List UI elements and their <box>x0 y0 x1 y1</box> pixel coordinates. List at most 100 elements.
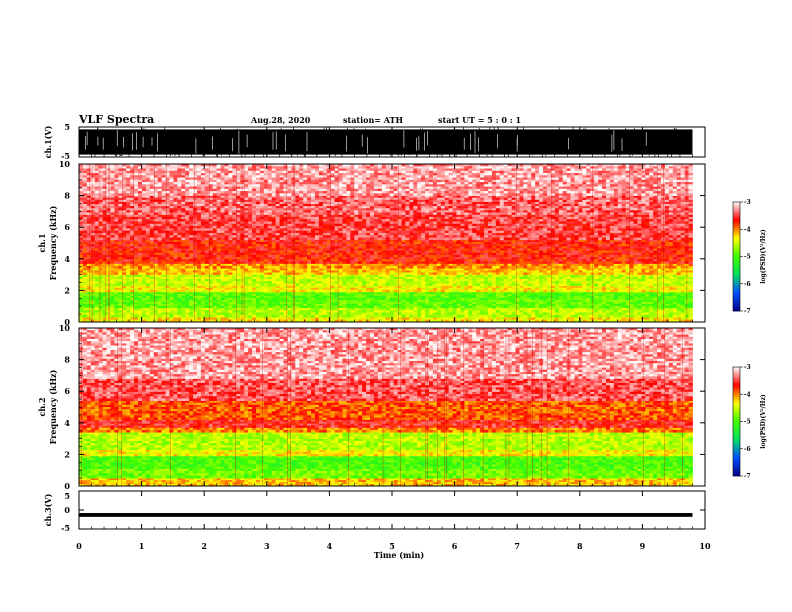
spectrogram-cell <box>413 244 417 246</box>
spectrogram-cell <box>480 242 484 244</box>
spectrogram-cell <box>602 290 606 292</box>
spectrogram-cell <box>673 294 677 296</box>
spectrogram-cell <box>472 264 476 267</box>
spectrogram-cell <box>228 268 232 270</box>
spectrogram-cell <box>311 313 315 316</box>
spectrogram-cell <box>535 288 539 290</box>
spectrogram-cell <box>417 313 421 316</box>
spectrogram-cell <box>110 275 114 278</box>
spectrogram-cell <box>606 270 610 272</box>
spectrogram-cell <box>457 315 461 318</box>
spectrogram-cell <box>382 310 386 313</box>
spectrogram-cell <box>382 300 386 302</box>
spectrogram-cell <box>382 304 386 306</box>
spectrogram-cell <box>370 308 374 311</box>
spectrogram-cell <box>653 306 657 308</box>
spectrogram-cell <box>637 268 641 270</box>
spectrogram-cell <box>103 317 107 320</box>
spectrogram-cell <box>260 302 264 304</box>
spectrogram-cell <box>193 308 197 311</box>
spectrogram-cell <box>390 290 394 292</box>
spectrogram-cell <box>425 277 429 280</box>
spectrogram-cell <box>512 283 516 286</box>
spectrogram-cell <box>339 283 343 286</box>
spectrogram-cell <box>181 300 185 302</box>
spectrogram-cell <box>225 275 229 278</box>
spectrogram-cell <box>280 281 284 284</box>
spectrogram-cell <box>173 315 177 318</box>
spectrogram-cell <box>252 296 256 298</box>
spectrogram-cell <box>177 313 181 316</box>
spectrogram-cell <box>472 294 476 296</box>
spectrogram-cell <box>173 296 177 298</box>
spectrogram-cell <box>508 268 512 270</box>
spectrogram-cell <box>276 304 280 306</box>
spectrogram-cell <box>146 302 150 304</box>
spectrogram-cell <box>653 313 657 316</box>
spectrogram-cell <box>205 304 209 306</box>
spectrogram-cell <box>110 296 114 298</box>
spectrogram-cell <box>158 288 162 290</box>
spectrogram-cell <box>677 242 681 244</box>
spectrogram-cell <box>689 264 693 267</box>
spectrogram-cell <box>287 308 291 311</box>
spectrogram-cell <box>79 300 83 302</box>
spectrogram-cell <box>225 298 229 300</box>
spectrogram-cell <box>464 317 468 320</box>
spectrogram-cell <box>138 294 142 296</box>
spectrogram-cell <box>649 296 653 298</box>
spectrogram-cell <box>268 288 272 290</box>
spectrogram-cell <box>236 240 240 242</box>
spectrogram-cell <box>303 279 307 282</box>
spectrogram-cell <box>358 298 362 300</box>
spectrogram-cell <box>539 268 543 270</box>
spectrogram-cell <box>681 296 685 298</box>
spectrogram-cell <box>590 279 594 282</box>
spectrogram-cell <box>484 246 488 248</box>
spectrogram-cell <box>512 290 516 292</box>
spectrogram-cell <box>225 294 229 296</box>
spectrogram-cell <box>382 272 386 274</box>
spectrogram-cell <box>496 292 500 294</box>
spectrogram-cell <box>586 313 590 316</box>
spectrogram-cell <box>354 242 358 244</box>
spectrogram-cell <box>394 246 398 248</box>
spectrogram-cell <box>508 266 512 269</box>
spectrogram-cell <box>409 315 413 318</box>
spectrogram-cell <box>472 244 476 246</box>
spectrogram-cell <box>464 294 468 296</box>
spectrogram-cell <box>268 296 272 298</box>
spectrogram-cell <box>547 244 551 246</box>
spectrogram-cell <box>413 308 417 311</box>
spectrogram-cell <box>323 270 327 272</box>
spectrogram-cell <box>500 300 504 302</box>
spectrogram-cell <box>91 248 95 250</box>
spectrogram-cell <box>283 313 287 316</box>
spectrogram-cell <box>582 290 586 292</box>
spectrogram-cell <box>586 242 590 244</box>
spectrogram-cell <box>138 286 142 288</box>
spectrogram-cell <box>244 277 248 280</box>
spectrogram-cell <box>134 317 138 320</box>
spectrogram-cell <box>382 281 386 284</box>
spectrogram-cell <box>205 266 209 269</box>
spectrogram-cell <box>342 277 346 280</box>
spectrogram-cell <box>590 313 594 316</box>
spectrogram-cell <box>441 279 445 282</box>
spectrogram-cell <box>578 313 582 316</box>
spectrogram-cell <box>606 286 610 288</box>
spectrogram-cell <box>578 279 582 282</box>
spectrogram-cell <box>142 272 146 274</box>
spectrogram-cell <box>610 272 614 274</box>
spectrogram-cell <box>142 283 146 286</box>
spectrogram-cell <box>118 286 122 288</box>
ch1-spectrogram-image <box>79 164 705 322</box>
spectrogram-cell <box>95 268 99 270</box>
spectrogram-cell <box>472 286 476 288</box>
spectrogram-cell <box>464 242 468 244</box>
spectrogram-cell <box>228 308 232 311</box>
spectrogram-cell <box>205 315 209 318</box>
spectrogram-cell <box>378 306 382 308</box>
spectrogram-cell <box>610 294 614 296</box>
spectrogram-cell <box>331 302 335 304</box>
